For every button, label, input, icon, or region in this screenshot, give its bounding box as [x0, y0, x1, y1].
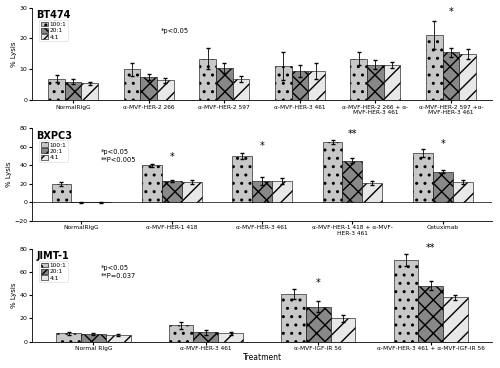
Bar: [106, 335, 130, 342]
Bar: [216, 68, 232, 100]
Bar: [413, 153, 433, 202]
Bar: [232, 79, 249, 100]
Bar: [252, 181, 272, 202]
Bar: [350, 59, 367, 100]
Text: *: *: [440, 138, 445, 149]
Text: **: **: [348, 129, 357, 139]
Bar: [418, 286, 443, 342]
Text: *: *: [170, 152, 174, 162]
Bar: [459, 54, 476, 100]
Text: *p<0.05
**P<0.005: *p<0.05 **P<0.005: [101, 149, 136, 163]
Bar: [142, 165, 162, 202]
Text: *: *: [316, 278, 320, 288]
Bar: [308, 71, 325, 100]
Text: *: *: [260, 141, 264, 151]
Bar: [330, 318, 355, 342]
Text: JIMT-1: JIMT-1: [36, 251, 69, 262]
Bar: [281, 294, 306, 342]
Y-axis label: % Lysis: % Lysis: [6, 162, 12, 187]
Bar: [394, 260, 418, 342]
Bar: [52, 184, 72, 202]
Bar: [48, 79, 65, 100]
Bar: [362, 183, 382, 202]
Bar: [367, 65, 384, 100]
Bar: [342, 160, 362, 202]
Text: BXPC3: BXPC3: [36, 131, 72, 141]
Bar: [452, 182, 472, 202]
Legend: 100:1, 20:1, 4:1: 100:1, 20:1, 4:1: [39, 140, 68, 162]
Bar: [218, 333, 243, 342]
Bar: [443, 297, 468, 342]
Text: BT474: BT474: [36, 10, 70, 20]
Bar: [292, 71, 308, 100]
Bar: [275, 66, 291, 100]
Bar: [232, 156, 252, 202]
Text: *p<0.05
**P=0.037: *p<0.05 **P=0.037: [101, 265, 136, 279]
Bar: [194, 332, 218, 342]
Bar: [322, 142, 342, 202]
Y-axis label: % Lysis: % Lysis: [11, 282, 17, 308]
Bar: [200, 59, 216, 100]
Bar: [384, 65, 400, 100]
Bar: [426, 35, 442, 100]
Text: **: **: [426, 243, 436, 253]
Legend: 100:1, 20:1, 4:1: 100:1, 20:1, 4:1: [39, 20, 68, 41]
Text: *p<0.05: *p<0.05: [160, 28, 189, 34]
Bar: [182, 182, 202, 202]
Bar: [56, 333, 81, 342]
Bar: [157, 80, 174, 100]
Bar: [162, 181, 182, 202]
Bar: [169, 325, 194, 342]
Bar: [82, 84, 98, 100]
Bar: [140, 77, 157, 100]
X-axis label: Treatment: Treatment: [242, 353, 282, 362]
Text: *: *: [448, 7, 454, 17]
Bar: [433, 172, 452, 202]
Bar: [124, 70, 140, 100]
Y-axis label: % Lysis: % Lysis: [11, 41, 17, 67]
Bar: [81, 334, 106, 342]
Bar: [306, 307, 330, 342]
Bar: [442, 52, 459, 100]
Legend: 100:1, 20:1, 4:1: 100:1, 20:1, 4:1: [39, 261, 68, 282]
Bar: [272, 181, 292, 202]
Bar: [65, 82, 82, 100]
